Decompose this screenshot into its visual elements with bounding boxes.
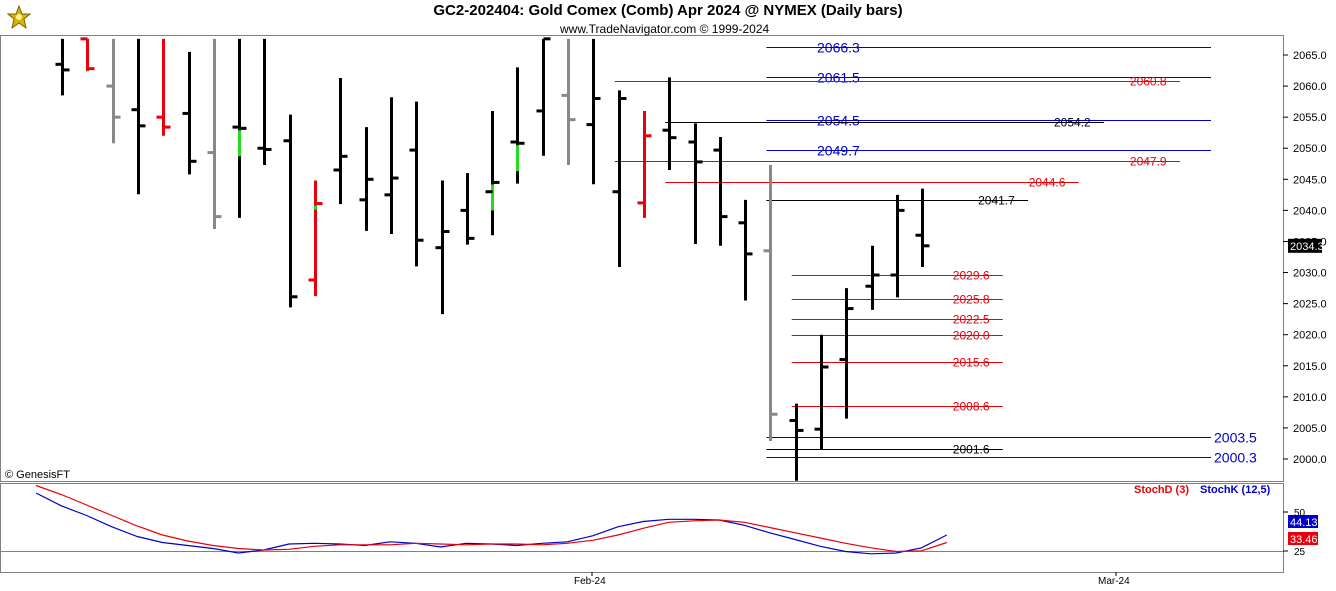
level-label: 2041.7 [978,194,1015,208]
ohlc-bar [409,101,424,267]
ohlc-bar [915,188,930,267]
ohlc-bar [839,288,854,419]
level-label: 2054.2 [1054,116,1091,130]
price-axis-label: 2025.0 [1293,299,1327,311]
ohlc-bar [713,137,728,246]
ohlc-bar [890,194,905,298]
stochk-badge [1288,515,1318,528]
ohlc-bar [865,245,880,310]
ohlc-bar [460,173,475,245]
stoch-panel-frame [0,483,1284,573]
genesis-label: © GenesisFT [5,469,70,481]
level-label: 2049.7 [817,143,860,159]
ohlc-bar [333,77,348,205]
copyright-text: www.TradeNavigator.com © 1999-2024 [559,22,769,36]
price-axis-label: 2000.0 [1293,454,1327,466]
ohlc-bar [662,77,677,170]
ohlc-bar [536,37,551,156]
level-label: 2029.6 [953,269,990,283]
level-label: 2022.5 [953,313,990,327]
ohlc-bar [612,90,627,267]
price-axis-label: 2060.0 [1293,81,1327,93]
stoch-axis-label: 50 [1294,508,1306,519]
ohlc-bar [156,38,171,136]
price-axis-label: 2045.0 [1293,174,1327,186]
ohlc-bar [359,127,374,231]
x-axis-label: Mar-24 [1098,576,1130,587]
stochd-badge [1288,532,1318,545]
ohlc-bar [308,180,323,297]
price-axis-label: 2040.0 [1293,205,1327,217]
last-price-label: 2034.3 [1290,241,1324,253]
ohlc-bar [283,114,298,308]
last-price-badge [1288,238,1322,253]
ohlc-bar [763,165,778,441]
stoch-line-d [35,484,947,553]
level-label: 2015.6 [953,356,990,370]
ohlc-bar [384,97,399,235]
ohlc-bar [688,123,703,244]
stochd-value: 33.46 [1290,534,1318,546]
x-axis-label: Feb-24 [574,576,606,587]
ohlc-bar [55,38,70,96]
ohlc-bar [738,199,753,301]
ohlc-bar [182,51,197,175]
level-label: 2044.6 [1029,176,1066,190]
level-label: 2008.6 [953,400,990,414]
price-axis-label: 2050.0 [1293,143,1327,155]
level-label: 2066.3 [817,40,860,56]
price-panel-frame [0,35,1284,482]
ohlc-bar [207,38,222,230]
level-label: 2003.5 [1214,430,1257,446]
level-label: 2047.9 [1130,155,1167,169]
price-axis-label: 2005.0 [1293,423,1327,435]
level-label: 2060.8 [1130,75,1167,89]
level-label: 2001.6 [953,443,990,457]
ohlc-bar [586,38,601,185]
ohlc-bar [485,110,500,236]
ohlc-bar [510,67,525,184]
stoch-axis-label: 25 [1294,547,1306,558]
stochk-value: 44.13 [1290,517,1318,529]
ohlc-bar [435,180,450,315]
chart-title: GC2-202404: Gold Comex (Comb) Apr 2024 @… [433,2,903,19]
level-label: 2000.3 [1214,450,1257,466]
price-axis-label: 2065.0 [1293,50,1327,62]
level-label: 2054.5 [817,113,860,129]
ohlc-bar [257,38,272,166]
trade-navigator-logo-icon [6,4,32,30]
ohlc-bar [814,334,829,450]
price-axis-label: 2015.0 [1293,361,1327,373]
ohlc-bar [232,38,247,218]
price-axis-label: 2020.0 [1293,330,1327,342]
ohlc-bar [789,403,804,481]
ohlc-bar [80,37,95,72]
price-axis-label: 2010.0 [1293,392,1327,404]
legend-stochd: StochD (3) [1134,484,1189,496]
ohlc-bar [637,110,652,218]
price-axis-label: 2055.0 [1293,112,1327,124]
level-label: 2061.5 [817,70,860,86]
ohlc-bar [106,38,121,144]
stoch-line-k [35,492,948,555]
level-label: 2025.8 [953,293,990,307]
ohlc-bar [131,38,146,195]
price-axis-label: 2030.0 [1293,268,1327,280]
legend-stochk: StochK (12,5) [1200,484,1271,496]
ohlc-bar [561,38,576,166]
level-label: 2020.0 [953,329,990,343]
